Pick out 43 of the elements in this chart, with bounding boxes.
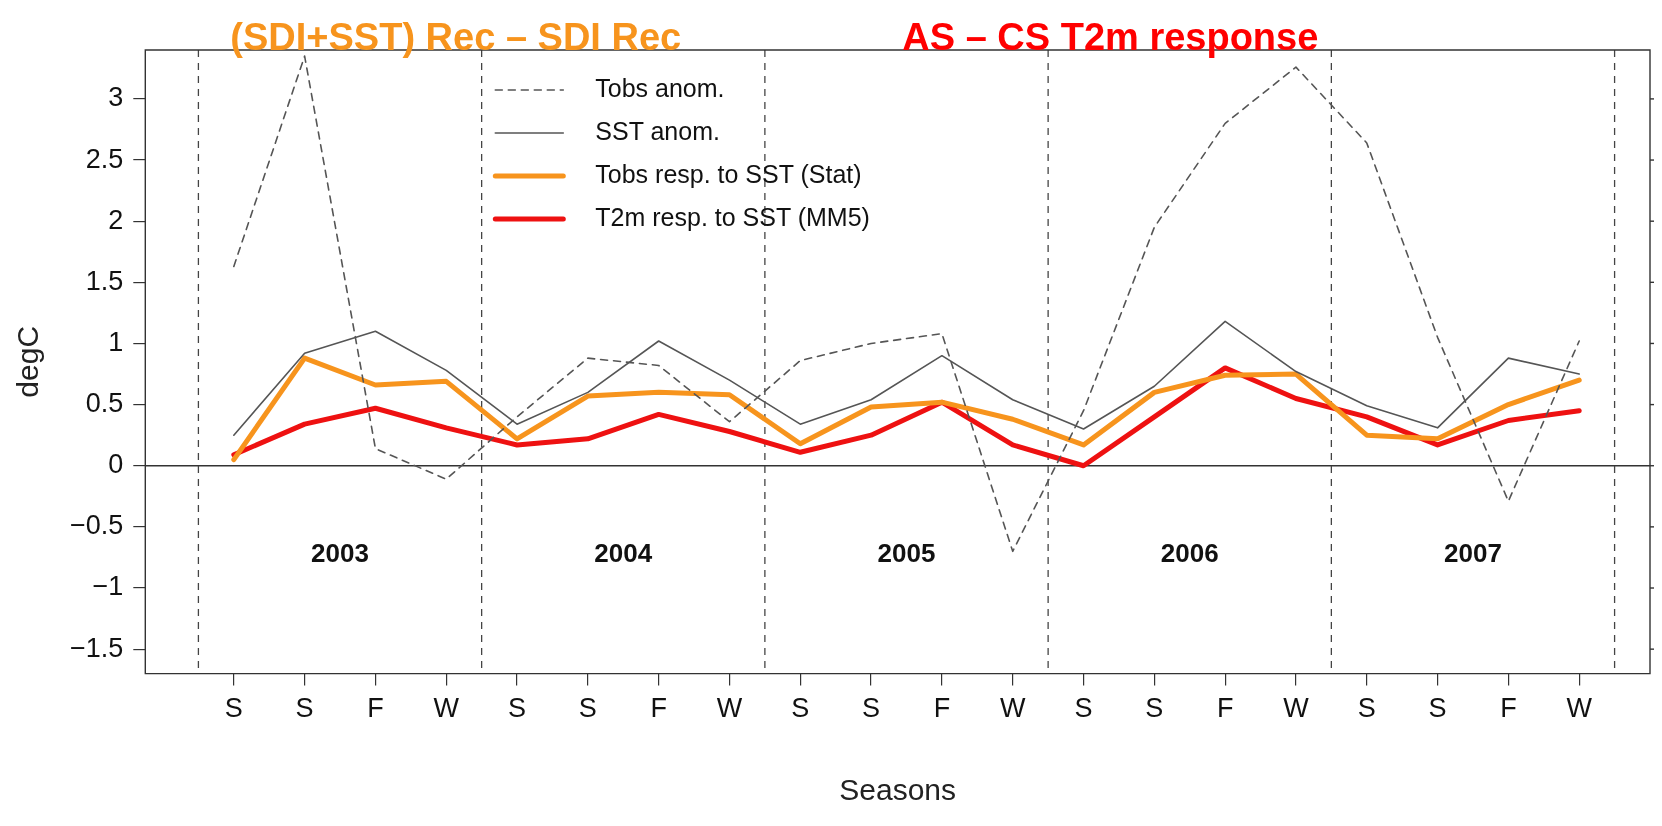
x-tick-label: S [508, 693, 527, 724]
x-tick-label: F [933, 693, 951, 724]
y-tick-label: −1 [92, 571, 124, 602]
annotation: 2003 [311, 538, 369, 569]
y-tick-label: 2.5 [85, 143, 124, 174]
y-tick-label: 1.5 [85, 265, 124, 296]
y-tick-label: 0.5 [85, 388, 124, 419]
x-tick-label: F [1500, 693, 1517, 724]
legend-label: SST anom. [595, 116, 720, 145]
x-tick-label: S [1428, 693, 1447, 724]
legend-label: Tobs resp. to SST (Stat) [595, 159, 862, 188]
x-tick-label: W [433, 693, 460, 724]
x-tick-label: S [1074, 693, 1093, 724]
x-tick-label: S [1145, 693, 1164, 724]
annotation: 2004 [594, 538, 653, 569]
legend-label: Tobs anom. [595, 73, 725, 102]
x-axis-title: Seasons [839, 773, 957, 807]
x-tick-label: S [295, 693, 314, 724]
x-tick-label: S [578, 693, 597, 724]
y-axis-title: degC [11, 325, 45, 398]
x-tick-label: W [999, 693, 1026, 724]
x-tick-label: F [1216, 693, 1234, 724]
chart-title: (SDI+SST) Rec – SDI Rec [230, 16, 682, 58]
y-tick-label: 0 [108, 449, 124, 480]
annotation: 2006 [1160, 538, 1219, 569]
y-tick-label: 2 [108, 204, 124, 235]
chart-subtitle: AS – CS T2m response [902, 16, 1319, 58]
x-tick-label: S [224, 693, 243, 724]
x-tick-label: S [1357, 693, 1376, 724]
y-tick-label: 3 [108, 82, 124, 113]
annotation: 2007 [1444, 538, 1502, 569]
x-tick-label: F [650, 693, 667, 724]
x-tick-label: S [791, 693, 810, 724]
y-tick-label: −1.5 [69, 632, 124, 663]
y-tick-label: 1 [108, 326, 124, 357]
x-tick-label: S [862, 693, 881, 724]
x-tick-label: W [1283, 693, 1310, 724]
y-tick-label: −0.5 [69, 510, 124, 541]
x-tick-label: F [367, 693, 384, 724]
x-tick-label: W [716, 693, 743, 724]
annotation: 2005 [877, 538, 936, 569]
legend-label: T2m resp. to SST (MM5) [595, 202, 870, 231]
x-tick-label: W [1566, 693, 1593, 724]
